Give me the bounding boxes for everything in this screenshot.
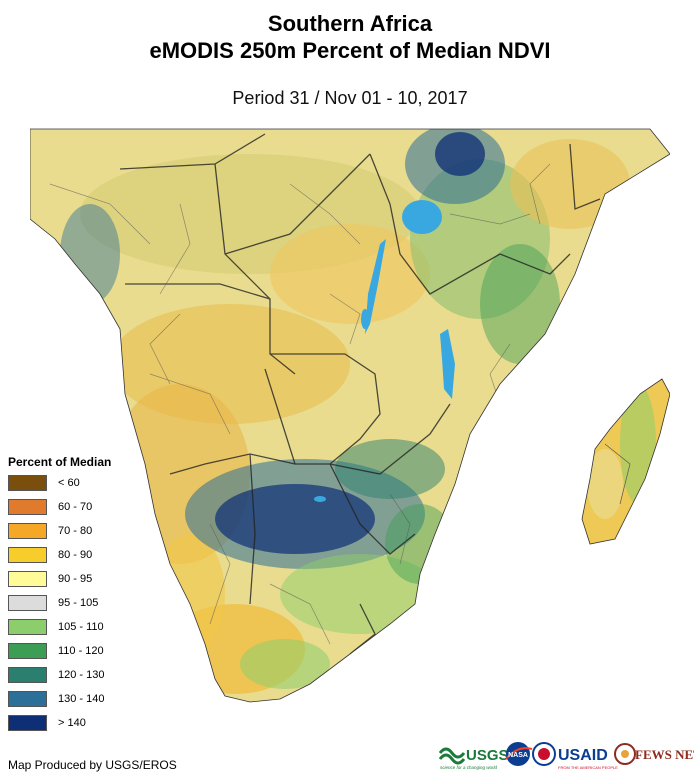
legend-label: 80 - 90 (58, 549, 93, 561)
legend-swatch (8, 667, 47, 683)
legend-item-lt60: < 60 (8, 474, 80, 492)
map-title-line2: eMODIS 250m Percent of Median NDVI (149, 38, 551, 63)
usaid-logo: USAID FROM THE AMERICAN PEOPLE (558, 747, 618, 770)
legend-label: 70 - 80 (58, 525, 93, 537)
legend-swatch (8, 499, 47, 515)
map-credit: Map Produced by USGS/EROS (8, 758, 177, 772)
legend-label: 90 - 95 (58, 573, 93, 585)
mainland-africa (30, 128, 670, 703)
map-subtitle: Period 31 / Nov 01 - 10, 2017 (232, 88, 468, 108)
usgs-wordmark: USGS (466, 747, 509, 764)
map-title-line1: Southern Africa (267, 11, 433, 36)
usgs-logo: USGS science for a changing world (438, 747, 509, 770)
ndvi-map (30, 128, 670, 703)
legend-title: Percent of Median (8, 455, 112, 469)
legend-label: 105 - 110 (58, 621, 104, 633)
legend-swatch (8, 547, 47, 563)
legend-swatch (8, 691, 47, 707)
legend-swatch (8, 619, 47, 635)
legend-item-95-105: 95 - 105 (8, 594, 98, 612)
legend-label: 95 - 105 (58, 597, 99, 609)
usaid-tagline: FROM THE AMERICAN PEOPLE (558, 765, 618, 770)
legend-item-70-80: 70 - 80 (8, 522, 92, 540)
partner-logos: USGS science for a changing world NASA U… (438, 742, 694, 770)
legend-item-gt140: > 140 (8, 714, 86, 732)
legend-item-80-90: 80 - 90 (8, 546, 92, 564)
legend-swatch (8, 643, 47, 659)
legend-item-60-70: 60 - 70 (8, 498, 92, 516)
legend-swatch (8, 595, 47, 611)
usgs-tagline: science for a changing world (440, 765, 498, 770)
usaid-seal (532, 742, 556, 766)
legend-label: 130 - 140 (58, 693, 105, 705)
nasa-logo: NASA (505, 742, 533, 766)
legend-label: 60 - 70 (58, 501, 93, 513)
legend: Percent of Median < 60 60 - 70 70 - 80 8… (8, 455, 128, 731)
legend-item-105-110: 105 - 110 (8, 618, 104, 636)
legend-label: < 60 (58, 477, 80, 489)
legend-item-130-140: 130 - 140 (8, 690, 104, 708)
nasa-wordmark: NASA (508, 752, 528, 759)
legend-label: > 140 (58, 717, 86, 729)
usaid-wordmark: USAID (558, 747, 608, 764)
legend-item-110-120: 110 - 120 (8, 642, 104, 660)
legend-swatch (8, 523, 47, 539)
legend-item-120-130: 120 - 130 (8, 666, 104, 684)
legend-swatch (8, 715, 47, 731)
madagascar (581, 378, 670, 545)
legend-label: 120 - 130 (58, 669, 105, 681)
fewsnet-logo: FEWS NET (614, 743, 694, 765)
legend-item-90-95: 90 - 95 (8, 570, 92, 588)
legend-swatch (8, 475, 47, 491)
legend-label: 110 - 120 (58, 645, 104, 657)
fewsnet-wordmark: FEWS NET (635, 747, 694, 762)
legend-swatch (8, 571, 47, 587)
